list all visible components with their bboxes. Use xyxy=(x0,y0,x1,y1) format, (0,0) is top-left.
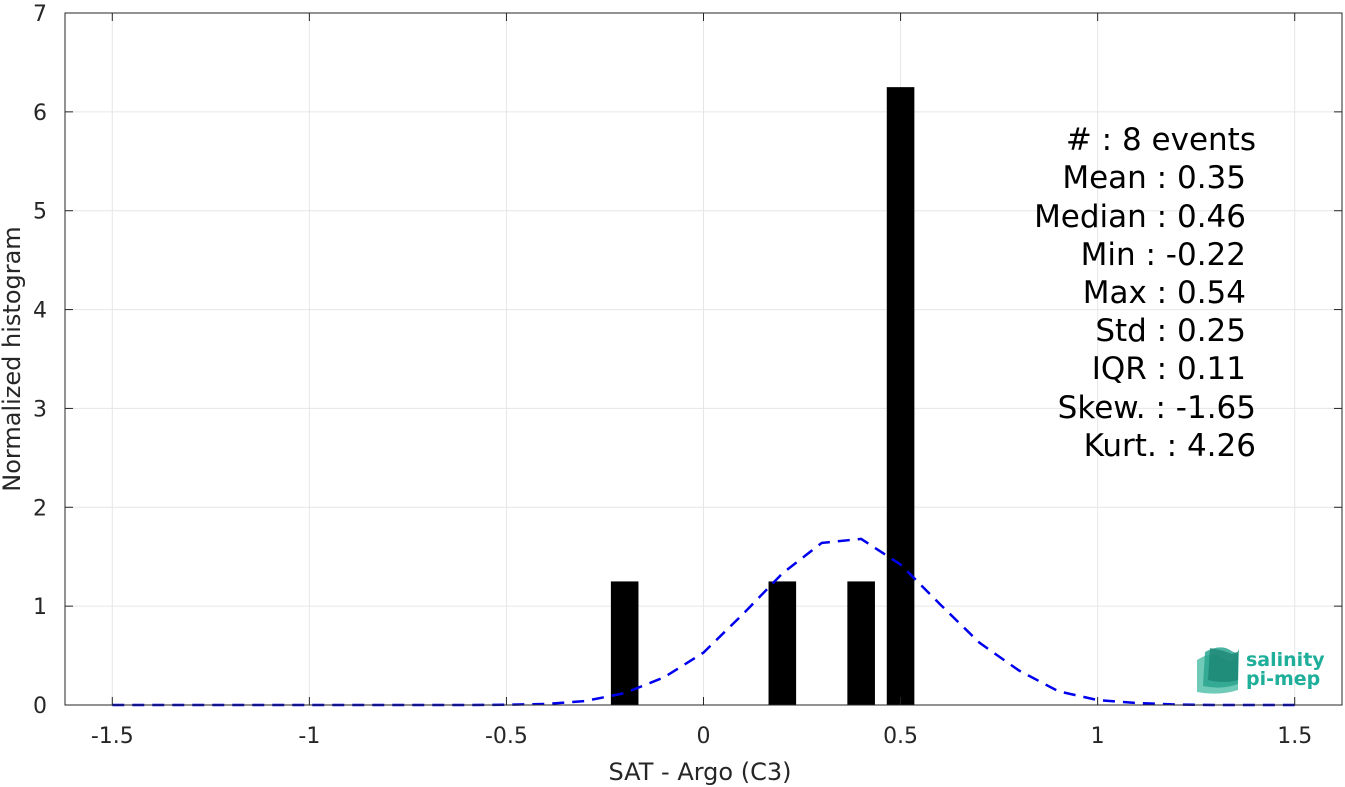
stats-kurt: Kurt. : 4.26 xyxy=(1084,428,1256,464)
stats-median: Median : 0.46 xyxy=(1034,199,1246,235)
y-tick-label: 1 xyxy=(33,595,47,620)
histogram-bar xyxy=(847,581,875,705)
logo-text-salinity: salinity xyxy=(1246,649,1325,671)
histogram-bar xyxy=(886,87,915,705)
stats-mean: Mean : 0.35 xyxy=(1062,160,1246,196)
x-tick-label: -1.5 xyxy=(91,724,134,749)
y-axis-label: Normalized histogram xyxy=(0,226,26,491)
x-tick-label: -1 xyxy=(298,724,320,749)
histogram-bar xyxy=(610,581,639,705)
y-tick-label: 7 xyxy=(33,2,47,27)
x-tick-label: 0.5 xyxy=(883,724,918,749)
fit-curve xyxy=(112,537,1295,707)
stats-skew: Skew. : -1.65 xyxy=(1058,390,1256,426)
x-tick-label: -0.5 xyxy=(485,724,528,749)
y-tick-label: 0 xyxy=(33,694,47,719)
stats-box: # : 8 events Mean : 0.35 Median : 0.46 M… xyxy=(1034,122,1256,464)
logo-mark-icon xyxy=(1197,647,1239,694)
x-tick-label: 1 xyxy=(1091,724,1105,749)
y-tick-label: 4 xyxy=(33,299,47,324)
stats-min: Min : -0.22 xyxy=(1081,237,1246,273)
salinity-pimep-logo: salinity pi-mep xyxy=(1197,647,1325,694)
x-tick-label: 1.5 xyxy=(1277,724,1312,749)
x-axis-label: SAT - Argo (C3) xyxy=(609,758,792,786)
y-tick-label: 5 xyxy=(33,200,47,225)
x-ticks: -1.5 -1 -0.5 0 0.5 1 1.5 xyxy=(91,13,1312,749)
y-tick-label: 2 xyxy=(33,496,47,521)
y-ticks: 0 1 2 3 4 5 6 7 xyxy=(33,2,1342,719)
histogram-bar xyxy=(768,581,797,705)
y-tick-label: 6 xyxy=(33,101,47,126)
stats-iqr: IQR : 0.11 xyxy=(1092,351,1246,387)
y-tick-label: 3 xyxy=(33,397,47,422)
stats-max: Max : 0.54 xyxy=(1083,275,1246,311)
bars xyxy=(610,87,915,705)
stats-count: # : 8 events xyxy=(1066,122,1256,158)
logo-text-pimep: pi-mep xyxy=(1246,668,1320,690)
stats-std: Std : 0.25 xyxy=(1095,313,1246,349)
x-tick-label: 0 xyxy=(697,724,711,749)
